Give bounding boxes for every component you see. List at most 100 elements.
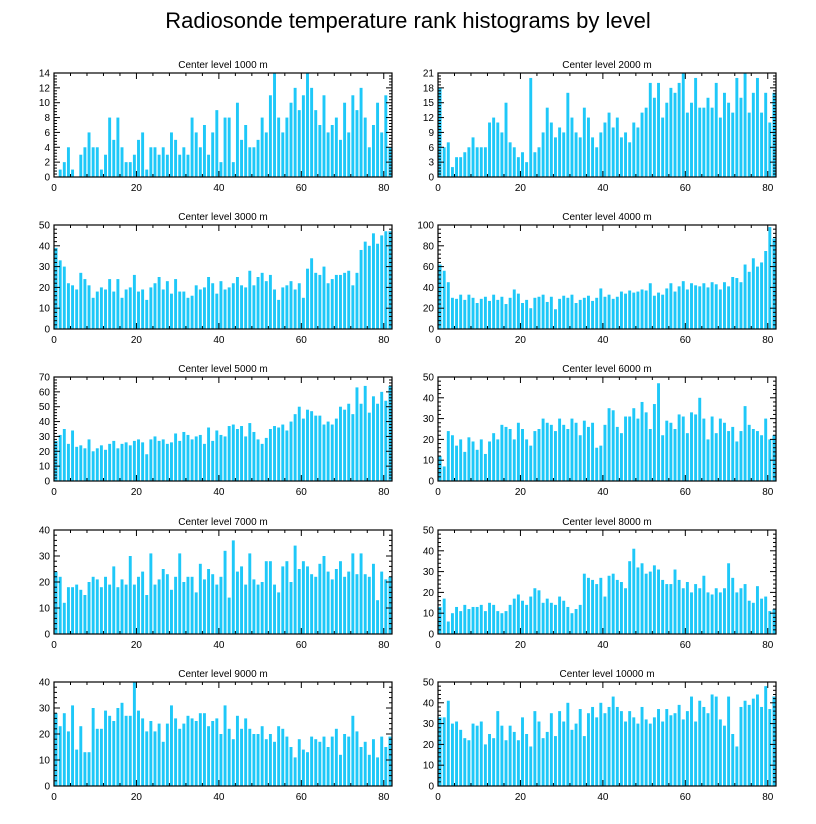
bar	[661, 579, 665, 634]
bar	[446, 621, 450, 634]
bar	[595, 147, 599, 177]
x-tick-label: 60	[296, 335, 308, 346]
bar	[95, 448, 99, 481]
bar	[58, 260, 62, 329]
bar	[281, 132, 285, 177]
bar	[710, 282, 714, 329]
bar	[772, 238, 776, 329]
bar	[648, 571, 652, 634]
bar	[504, 102, 508, 177]
bar	[174, 139, 178, 177]
bar	[562, 295, 566, 329]
bar	[533, 711, 537, 786]
bar	[619, 711, 623, 786]
bar	[578, 604, 582, 634]
bar	[582, 107, 586, 177]
bar	[104, 289, 107, 329]
bar	[95, 147, 99, 177]
x-tick-label: 80	[762, 487, 774, 498]
bar	[504, 740, 508, 786]
bar	[574, 422, 578, 481]
bar	[673, 713, 677, 786]
bar	[120, 443, 124, 481]
bar	[277, 299, 281, 329]
panel-title: Center level 3000 m	[178, 212, 268, 223]
bar	[673, 429, 677, 481]
bar	[363, 241, 367, 329]
bar	[599, 577, 603, 634]
bar	[488, 122, 491, 177]
bar	[273, 741, 276, 786]
bar	[149, 721, 153, 786]
bar	[690, 283, 693, 329]
bar	[301, 418, 305, 481]
y-tick-label: 40	[423, 393, 435, 404]
bar	[281, 566, 285, 634]
bar	[194, 436, 198, 481]
plot-frame	[53, 224, 393, 330]
bar	[223, 705, 227, 786]
bar	[310, 258, 314, 329]
bar	[521, 303, 524, 329]
bar	[141, 132, 145, 177]
bar	[318, 741, 322, 786]
bar	[471, 441, 475, 481]
bar	[549, 296, 553, 329]
bar	[256, 139, 260, 177]
y-tick-label: 50	[39, 402, 51, 413]
bar	[706, 592, 710, 634]
bar	[310, 411, 314, 481]
bar	[71, 587, 75, 634]
bar	[467, 609, 471, 634]
bar	[190, 439, 194, 481]
y-tick-label: 50	[423, 373, 435, 384]
plot-frame	[437, 376, 777, 482]
bar	[264, 132, 268, 177]
bar	[467, 437, 471, 481]
bar	[128, 556, 132, 634]
bar	[248, 553, 252, 634]
bar	[603, 713, 607, 786]
bar	[170, 293, 173, 329]
bar	[438, 264, 442, 329]
bar	[558, 596, 562, 634]
bar	[455, 157, 459, 177]
bar	[698, 700, 702, 786]
bar	[768, 122, 772, 177]
bar	[479, 147, 483, 177]
bar	[116, 708, 120, 786]
bar	[99, 445, 103, 481]
bar	[731, 277, 735, 329]
bar	[751, 602, 755, 634]
y-tick-label: 15	[423, 98, 435, 109]
bar	[128, 715, 132, 786]
bar	[202, 579, 206, 634]
bar	[661, 294, 665, 329]
bar	[644, 573, 648, 634]
bar	[578, 299, 582, 329]
bar	[450, 723, 454, 786]
y-tick-label: 10	[423, 609, 435, 620]
y-tick-label: 30	[39, 704, 51, 715]
y-tick-label: 0	[428, 173, 434, 184]
bar	[334, 117, 338, 177]
bar	[628, 711, 632, 786]
bar	[355, 387, 359, 481]
bar	[58, 726, 62, 786]
bar	[710, 594, 714, 634]
bar	[496, 299, 500, 329]
bar	[772, 435, 776, 481]
x-tick-label: 80	[762, 183, 774, 194]
bar	[615, 706, 619, 786]
bar	[731, 426, 735, 481]
bar	[657, 709, 660, 786]
bar	[116, 279, 120, 329]
y-tick-label: 14	[39, 69, 51, 80]
bar	[141, 718, 145, 786]
bar	[330, 736, 334, 786]
bar	[231, 283, 235, 329]
bar	[380, 391, 384, 481]
bar	[488, 441, 491, 481]
x-tick-label: 40	[213, 640, 225, 651]
bar	[624, 132, 628, 177]
